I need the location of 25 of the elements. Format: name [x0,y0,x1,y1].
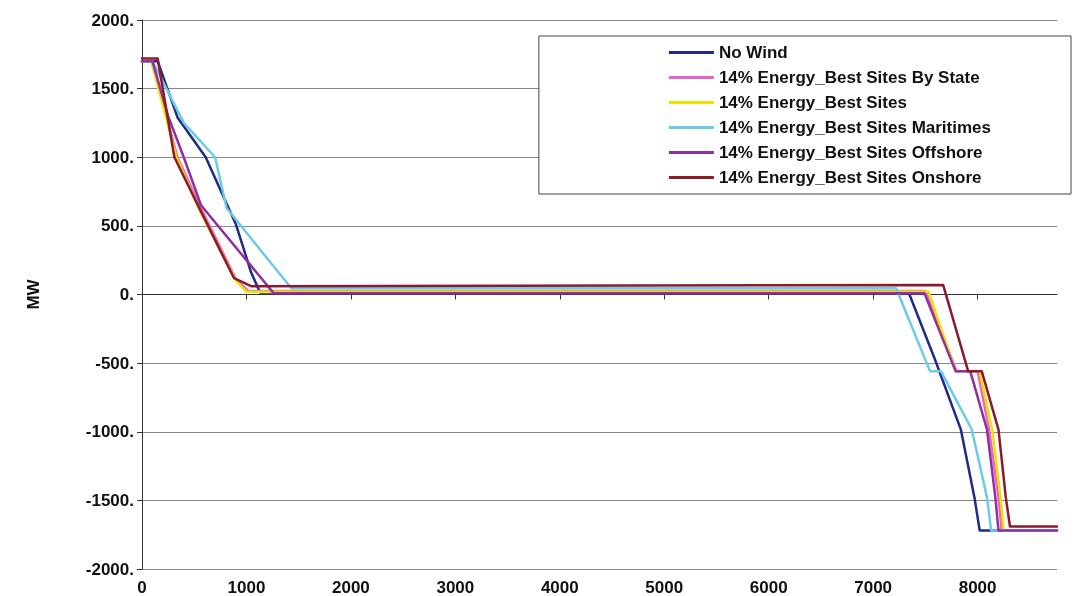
x-tick-label: 6000 [749,578,788,596]
y-tick-label: 2000. [91,10,134,30]
y-tick-label: 1500. [91,79,134,99]
x-tick-label: 2000 [331,578,370,596]
y-tick-label: 1000. [91,147,134,167]
x-tick-label: 7000 [854,578,893,596]
legend-label: 14% Energy_Best Sites Onshore [718,168,982,187]
y-tick-label: -500. [95,353,134,373]
legend-label: 14% Energy_Best Sites Offshore [718,143,983,162]
x-tick-label: 0 [137,578,147,596]
y-tick-label: -1500. [85,490,134,510]
x-tick-label: 3000 [436,578,475,596]
y-tick-label: 500. [100,216,134,236]
x-tick-label: 8000 [958,578,997,596]
legend-label: No Wind [718,43,788,62]
y-tick-label: -1000. [85,422,134,442]
y-tick-label: -2000. [85,559,134,579]
y-tick-label: 0. [119,285,134,304]
x-tick-label: 4000 [540,578,579,596]
y-axis-title: MW [24,278,43,310]
x-tick-label: 1000 [227,578,266,596]
legend-label: 14% Energy_Best Sites By State [718,68,980,87]
legend-label: 14% Energy_Best Sites [718,93,907,112]
x-tick-label: 5000 [645,578,684,596]
legend-label: 14% Energy_Best Sites Maritimes [718,118,991,137]
